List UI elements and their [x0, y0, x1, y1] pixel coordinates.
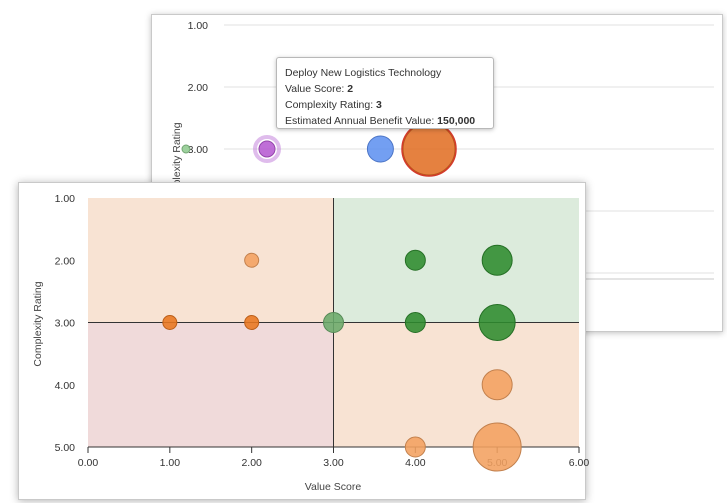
front-y-tick-label: 5.00 — [55, 442, 76, 454]
front-y-tick-label: 2.00 — [55, 255, 76, 267]
quadrant-top-left — [88, 198, 334, 323]
front-chart-panel: 1.00 2.00 3.00 4.00 5.00 0.00 1.00 2.00 3.00 4.0… — [18, 182, 590, 500]
tooltip-benefit: 150,000 — [437, 115, 476, 127]
front-bubble — [404, 312, 426, 333]
front-x-axis-title: Value Score — [305, 481, 362, 493]
quadrant-top-right — [333, 198, 579, 323]
tooltip-complexity-label: Complexity Rating: — [285, 99, 374, 111]
tooltip-value: 2 — [347, 83, 354, 95]
front-bubble — [478, 304, 516, 341]
front-bubble — [481, 369, 513, 401]
quadrant-bottom-right — [333, 322, 579, 447]
back-y-tick-labels: 1.00 2.00 3.00 — [188, 20, 209, 156]
back-bubble — [181, 144, 191, 154]
front-y-tick-label: 3.00 — [55, 318, 76, 330]
front-bubble — [244, 252, 260, 268]
front-bubble — [404, 249, 426, 271]
back-y-tick-label: 3.00 — [188, 144, 209, 156]
back-y-tick-label: 1.00 — [188, 20, 209, 32]
back-bubble — [258, 140, 276, 158]
front-data-points — [162, 244, 522, 472]
front-y-tick-label: 4.00 — [55, 380, 76, 392]
front-bubble — [472, 422, 522, 472]
tooltip-benefit-label: Estimated Annual Benefit Value: — [285, 115, 435, 127]
back-y-tick-label: 2.00 — [188, 82, 209, 94]
front-chart-svg: 1.00 2.00 3.00 4.00 5.00 0.00 1.00 2.00 3.00 4.0… — [32, 193, 590, 493]
front-x-tick-label: 0.00 — [78, 457, 99, 469]
quadrant-bottom-left — [88, 322, 334, 447]
front-x-tick-label: 4.00 — [405, 457, 426, 469]
front-x-tick-label: 6.00 — [569, 457, 590, 469]
back-bubble — [402, 122, 456, 176]
back-bubble — [366, 135, 394, 163]
back-hover-ring — [253, 135, 281, 163]
tooltip-complexity-row: Complexity Rating: 3 — [285, 97, 485, 113]
front-x-tick-label: 1.00 — [160, 457, 181, 469]
front-x-tick-label: 3.00 — [323, 457, 344, 469]
tooltip-benefit-row: Estimated Annual Benefit Value: 150,000 — [285, 113, 485, 129]
front-bubble — [481, 244, 513, 276]
front-quadrants — [88, 198, 579, 447]
tooltip-title: Deploy New Logistics Technology — [285, 67, 442, 79]
point-tooltip: Deploy New Logistics Technology Value Sc… — [276, 57, 494, 129]
tooltip-value-row: Value Score: 2 — [285, 81, 485, 97]
front-y-axis-title: Complexity Rating — [32, 281, 44, 366]
front-y-tick-label: 1.00 — [55, 193, 76, 205]
front-bubble — [162, 315, 178, 330]
front-x-tick-label: 2.00 — [241, 457, 262, 469]
front-bubble — [404, 436, 426, 458]
front-bubble — [244, 315, 260, 330]
tooltip-value-label: Value Score: — [285, 83, 345, 95]
front-y-tick-labels: 1.00 2.00 3.00 4.00 5.00 — [55, 193, 76, 454]
front-bubble — [323, 312, 344, 333]
tooltip-complexity: 3 — [376, 99, 382, 111]
